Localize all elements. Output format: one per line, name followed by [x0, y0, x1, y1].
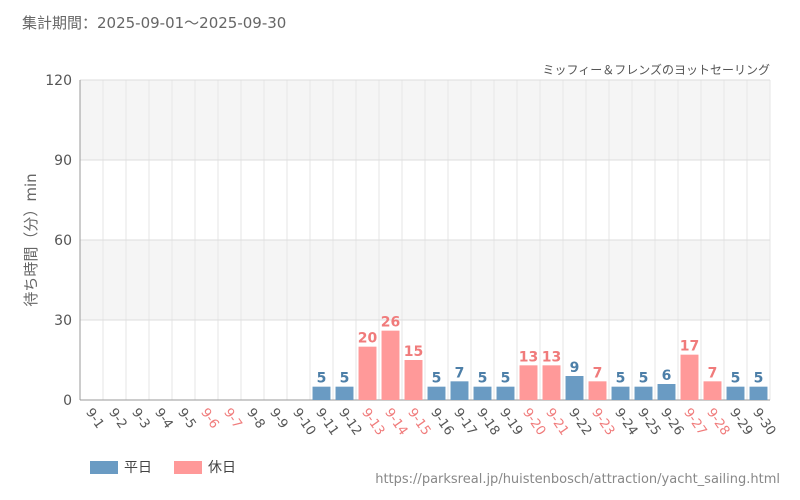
value-label-9-19: 5 [501, 371, 511, 387]
x-tick-label-9-11: 9-11 [312, 406, 341, 439]
x-tick-label-9-3: 9-3 [128, 406, 152, 432]
x-tick-label-9-24: 9-24 [611, 406, 640, 439]
value-label-9-28: 7 [708, 365, 718, 381]
bar-9-21 [542, 365, 561, 400]
value-label-9-24: 5 [616, 371, 626, 387]
x-tick-label-9-28: 9-28 [703, 406, 732, 439]
x-tick-label-9-15: 9-15 [404, 406, 433, 439]
bar-9-19 [496, 386, 515, 400]
x-tick-label-9-23: 9-23 [588, 406, 617, 439]
x-tick-label-9-16: 9-16 [427, 406, 456, 439]
bar-9-11 [312, 386, 331, 400]
y-tick-label: 0 [63, 393, 72, 409]
bar-9-20 [519, 365, 538, 400]
bar-9-22 [565, 376, 584, 400]
value-label-9-16: 5 [432, 371, 442, 387]
x-tick-label-9-5: 9-5 [174, 406, 198, 432]
value-label-9-29: 5 [731, 371, 741, 387]
value-label-9-13: 20 [358, 331, 378, 347]
value-label-9-26: 6 [662, 368, 672, 384]
value-label-9-22: 9 [570, 360, 580, 376]
x-tick-label-9-21: 9-21 [542, 406, 571, 439]
x-tick-label-9-1: 9-1 [82, 406, 106, 432]
bar-9-16 [427, 386, 446, 400]
source-url: https://parksreal.jp/huistenbosch/attrac… [375, 472, 780, 487]
x-tick-label-9-30: 9-30 [749, 406, 778, 439]
value-label-9-23: 7 [593, 365, 603, 381]
x-tick-label-9-2: 9-2 [105, 406, 129, 432]
y-axis-label: 待ち時間（分）min [22, 173, 40, 306]
x-tick-label-9-25: 9-25 [634, 406, 663, 439]
x-tick-label-9-12: 9-12 [335, 406, 364, 439]
x-tick-label-9-8: 9-8 [243, 406, 267, 432]
y-tick-label: 30 [54, 313, 72, 329]
bar-9-12 [335, 386, 354, 400]
legend-holiday-swatch [174, 460, 202, 474]
legend-weekday: 平日 [90, 457, 152, 477]
x-tick-label-9-22: 9-22 [565, 406, 594, 439]
value-label-9-27: 17 [680, 339, 699, 355]
x-tick-label-9-26: 9-26 [657, 406, 686, 439]
value-label-9-18: 5 [478, 371, 488, 387]
value-label-9-20: 13 [519, 349, 538, 365]
x-tick-label-9-9: 9-9 [266, 406, 290, 432]
x-tick-label-9-10: 9-10 [289, 406, 318, 439]
x-tick-label-9-17: 9-17 [450, 406, 479, 439]
legend: 平日 休日 [90, 457, 236, 477]
legend-weekday-swatch [90, 460, 118, 474]
value-label-9-11: 5 [317, 371, 327, 387]
bar-9-30 [749, 386, 768, 400]
legend-weekday-label: 平日 [124, 460, 152, 476]
y-tick-label: 120 [45, 73, 72, 89]
bar-9-18 [473, 386, 492, 400]
value-label-9-17: 7 [455, 365, 465, 381]
x-tick-label-9-4: 9-4 [151, 406, 175, 432]
y-tick-label: 90 [54, 153, 72, 169]
bar-9-27 [680, 354, 699, 400]
value-label-9-15: 15 [404, 344, 423, 360]
bar-9-15 [404, 360, 423, 400]
x-tick-label-9-13: 9-13 [358, 406, 387, 439]
x-tick-label-9-29: 9-29 [726, 406, 755, 439]
bar-9-14 [381, 330, 400, 400]
x-tick-label-9-18: 9-18 [473, 406, 502, 439]
bar-9-13 [358, 346, 377, 400]
chart-title: ミッフィー＆フレンズのヨットセーリング [542, 63, 770, 77]
value-label-9-25: 5 [639, 371, 649, 387]
bar-9-24 [611, 386, 630, 400]
bar-9-25 [634, 386, 653, 400]
bar-9-28 [703, 381, 722, 400]
x-tick-label-9-20: 9-20 [519, 406, 548, 439]
value-label-9-12: 5 [340, 371, 350, 387]
x-tick-label-9-7: 9-7 [220, 406, 244, 432]
period-label: 集計期間：2025-09-01～2025-09-30 [22, 14, 287, 32]
y-tick-label: 60 [54, 233, 72, 249]
legend-holiday-label: 休日 [208, 460, 236, 476]
x-tick-label-9-27: 9-27 [680, 406, 709, 439]
bar-9-26 [657, 384, 676, 400]
x-tick-label-9-6: 9-6 [197, 406, 221, 432]
value-label-9-14: 26 [381, 315, 400, 331]
bar-9-17 [450, 381, 469, 400]
legend-holiday: 休日 [174, 457, 236, 477]
x-tick-label-9-14: 9-14 [381, 406, 410, 439]
bar-9-23 [588, 381, 607, 400]
value-label-9-21: 13 [542, 349, 561, 365]
bar-9-29 [726, 386, 745, 400]
value-label-9-30: 5 [754, 371, 764, 387]
x-tick-label-9-19: 9-19 [496, 406, 525, 439]
